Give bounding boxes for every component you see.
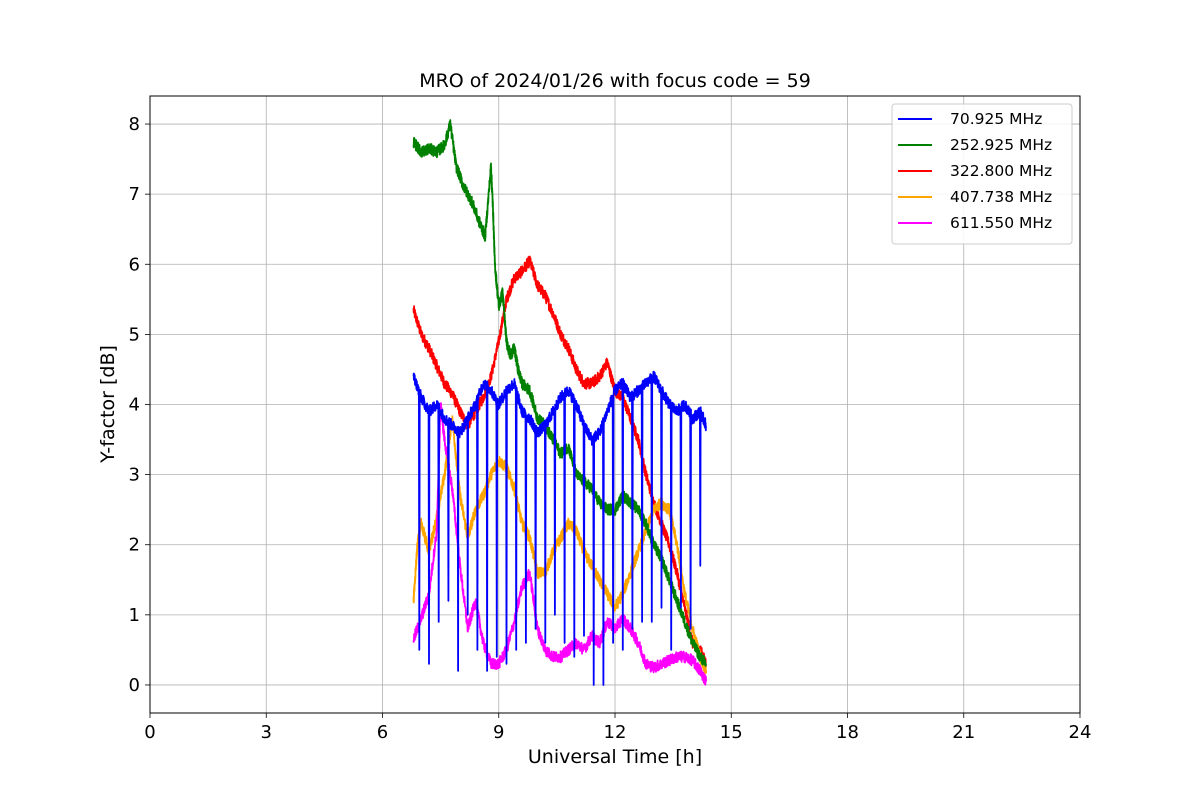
legend-entry: 252.925 MHz: [950, 136, 1052, 154]
x-tick-label: 9: [493, 722, 504, 743]
y-tick-label: 2: [129, 535, 140, 556]
y-tick-label: 4: [129, 395, 140, 416]
x-tick-label: 6: [377, 722, 388, 743]
legend: 70.925 MHz 252.925 MHz 322.800 MHz 407.738 …: [891, 103, 1073, 245]
x-tick-label: 21: [952, 722, 975, 743]
y-tick-label: 5: [129, 324, 140, 345]
x-tick-label: 3: [261, 722, 272, 743]
legend-entry: 322.800 MHz: [950, 162, 1052, 180]
series-layer: [412, 119, 707, 686]
series-line: [412, 415, 707, 674]
y-tick-label: 7: [129, 184, 140, 205]
x-tick-label: 18: [836, 722, 859, 743]
y-axis-label: Y-factor [dB]: [97, 345, 119, 464]
legend-entry: 407.738 MHz: [950, 188, 1052, 206]
x-axis-label: Universal Time [h]: [528, 746, 702, 768]
series-line: [412, 255, 707, 668]
y-tick-label: 6: [129, 254, 140, 275]
y-tick-label: 1: [129, 605, 140, 626]
x-tick-label: 15: [720, 722, 743, 743]
series-line: [412, 402, 707, 686]
y-tick-label: 8: [129, 114, 140, 135]
x-tick-label: 24: [1069, 722, 1092, 743]
chart-title: MRO of 2024/01/26 with focus code = 59: [419, 70, 811, 92]
x-tick-label: 0: [144, 722, 155, 743]
y-tick-label: 0: [129, 675, 140, 696]
y-tick-label: 3: [129, 465, 140, 486]
series-line: [412, 370, 707, 686]
x-tick-label: 12: [604, 722, 627, 743]
legend-entry: 611.550 MHz: [950, 214, 1052, 232]
legend-entry: 70.925 MHz: [950, 110, 1042, 128]
legend-box: [891, 103, 1073, 245]
